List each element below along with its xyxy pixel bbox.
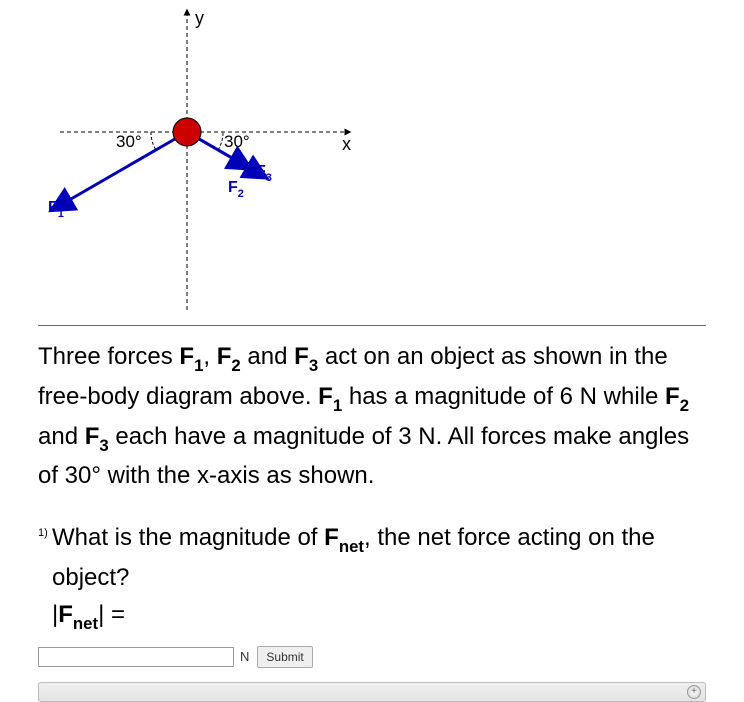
question-number: 1)	[38, 525, 48, 542]
text: What is the magnitude of	[52, 524, 324, 551]
svg-text:F2: F2	[228, 179, 244, 200]
fnet-sub: net	[73, 614, 98, 633]
force-label: F	[665, 383, 680, 410]
text: Three forces	[38, 343, 179, 370]
force-label: F	[318, 383, 333, 410]
force-sub: 1	[194, 356, 203, 375]
answer-lhs-close: | =	[98, 601, 125, 628]
feedback-bar[interactable]: +	[38, 682, 706, 702]
svg-text:30°: 30°	[116, 132, 142, 151]
force-label: F	[294, 343, 309, 370]
fnet-sub: net	[339, 537, 364, 556]
text: ,	[364, 524, 371, 551]
text: and	[241, 343, 294, 370]
force-label: F	[85, 423, 100, 450]
force-label: F	[179, 343, 194, 370]
force-sub: 3	[99, 436, 108, 455]
svg-text:F3: F3	[256, 163, 272, 184]
force-sub: 3	[309, 356, 318, 375]
submit-button[interactable]: Submit	[257, 646, 312, 668]
expand-icon[interactable]: +	[687, 685, 701, 699]
answer-row: N Submit	[0, 636, 744, 674]
problem-statement: Three forces F1, F2 and F3 act on an obj…	[0, 326, 744, 495]
text: ,	[203, 343, 216, 370]
question-block: 1) What is the magnitude of Fnet, the ne…	[0, 495, 744, 636]
text: each have a magnitude of 3 N. All forces…	[38, 423, 689, 490]
force-sub: 1	[333, 396, 342, 415]
answer-input[interactable]	[38, 647, 234, 667]
svg-text:y: y	[195, 8, 204, 28]
svg-text:30°: 30°	[224, 132, 250, 151]
svg-text:x: x	[342, 134, 351, 154]
text: and	[38, 423, 85, 450]
force-label: F	[217, 343, 232, 370]
svg-text:F1: F1	[48, 199, 64, 220]
fnet-label: F	[324, 524, 339, 551]
unit-label: N	[240, 649, 249, 664]
fnet-label: F	[58, 601, 73, 628]
force-sub: 2	[231, 356, 240, 375]
force-sub: 2	[680, 396, 689, 415]
text: has a magnitude of 6 N while	[342, 383, 665, 410]
free-body-diagram: x y 30° 30° F1 F2 F3	[0, 0, 744, 325]
